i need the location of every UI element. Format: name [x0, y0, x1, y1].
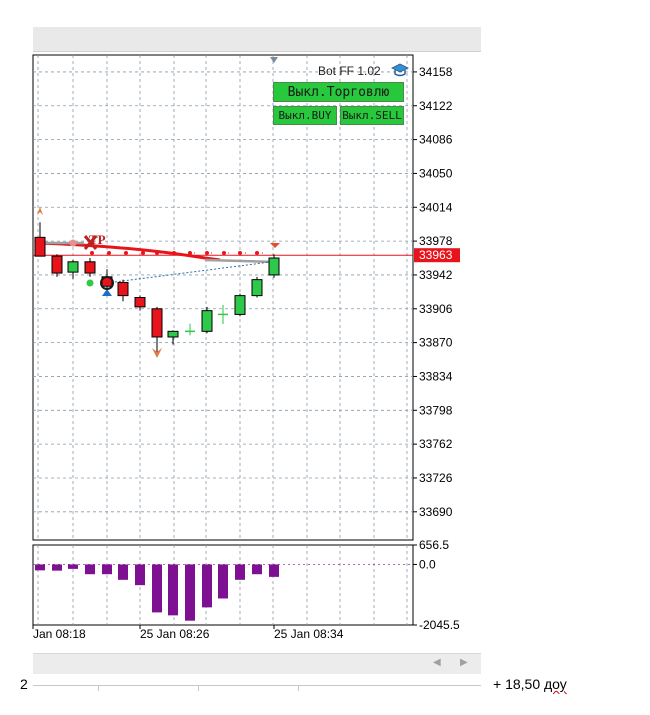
candle-body: [167, 330, 179, 338]
exit-level-line: [204, 258, 277, 264]
y-axis-tick-label: 33726: [419, 471, 453, 485]
x-axis-tick-label: Jan 08:18: [33, 627, 86, 641]
y-axis-tick-label: 33798: [419, 403, 453, 417]
tp-level-dot: [155, 251, 159, 255]
y-axis-tick-label: 33762: [419, 437, 453, 451]
trade-connector-line: [106, 261, 271, 284]
y-axis-tick-label: 33870: [419, 336, 453, 350]
tp-level-dot: [172, 251, 176, 255]
histogram-bar: [202, 564, 212, 608]
sell-arrow-marker: [37, 207, 43, 215]
candle-body: [268, 257, 280, 276]
tp-level-dot: [238, 251, 242, 255]
histogram-bar: [68, 564, 78, 569]
candle-body: [134, 297, 146, 308]
candle-body: [201, 310, 213, 332]
x-axis-tick-label: 25 Jan 08:34: [274, 627, 344, 641]
histogram-bar: [85, 564, 95, 575]
y-axis-tick-label: 33690: [419, 505, 453, 519]
histogram-bar: [35, 564, 45, 571]
histogram-bar: [52, 564, 62, 571]
y-axis-tick-label: 33906: [419, 302, 453, 316]
tp-level-dot: [188, 251, 192, 255]
candle-body: [84, 261, 96, 274]
histogram-bar: [218, 564, 228, 599]
sell-arrow-marker: [152, 348, 162, 358]
histogram-bar: [252, 564, 262, 575]
histogram-bar: [135, 564, 145, 586]
chart-horizontal-scrollbar[interactable]: ◀ ▶: [33, 653, 481, 674]
toggle-sell-button[interactable]: Выкл.SELL: [340, 106, 404, 125]
tp-label: TP: [89, 232, 106, 247]
y-axis-tick-label: 33978: [419, 234, 453, 248]
scroll-right-icon[interactable]: ▶: [460, 657, 468, 668]
position-circle-marker: [100, 276, 114, 290]
histogram-bar: [185, 564, 195, 621]
candle-body: [151, 308, 163, 338]
histogram-bar: [269, 564, 279, 577]
current-price-label: 33963: [419, 248, 453, 262]
tp-level-dot: [124, 251, 128, 255]
footer-right-text: + 18,50 доу: [493, 676, 567, 692]
tp-level-dot: [255, 251, 259, 255]
tp-cross-marker: [83, 235, 98, 250]
footer-unit: доу: [544, 676, 567, 692]
histogram-y-tick-label: -2045.5: [419, 618, 460, 632]
y-axis-tick-label: 33942: [419, 268, 453, 282]
chart-window-titlebar: [33, 27, 481, 52]
histogram-bar: [168, 564, 178, 616]
tp-level-dot: [90, 251, 94, 255]
x-axis-tick-label: 25 Jan 08:26: [140, 627, 210, 641]
y-axis-tick-label: 34086: [419, 133, 453, 147]
footer-left-text: 2: [20, 676, 28, 692]
y-axis-tick-label: 34122: [419, 99, 453, 113]
histogram-bar: [102, 564, 112, 575]
histogram-bar: [118, 564, 128, 580]
candle-body: [51, 255, 63, 274]
y-axis-tick-label: 34158: [419, 65, 453, 79]
footer-tick: [98, 685, 99, 691]
candle-body: [34, 236, 46, 257]
y-axis-tick-label: 34050: [419, 166, 453, 180]
histogram-y-tick-label: 656.5: [419, 538, 449, 552]
scroll-left-icon[interactable]: ◀: [433, 657, 441, 668]
footer-tick: [298, 685, 299, 691]
current-price-tag: [414, 248, 460, 263]
stop-dot-marker: [69, 239, 77, 247]
y-axis-tick-label: 33834: [419, 369, 453, 383]
position-dot-marker: [104, 278, 110, 284]
candle-body: [251, 279, 263, 297]
tp-level-dot: [141, 251, 145, 255]
buy-arrow-marker: [102, 289, 112, 296]
histogram-y-tick-label: 0.0: [419, 557, 436, 571]
tp-level-dot: [205, 251, 209, 255]
footer-value: + 18,50: [493, 676, 541, 692]
histogram-bar: [152, 564, 162, 613]
bot-name-label: Bot FF 1.02: [318, 64, 381, 78]
entry-dot-marker: [86, 279, 94, 287]
chart-shift-marker: [270, 57, 278, 63]
price-plot-frame: [32, 54, 414, 541]
footer-tick: [198, 685, 199, 691]
close-arrow-marker: [270, 243, 280, 248]
candle-body: [67, 261, 79, 273]
graduation-cap-icon[interactable]: [391, 63, 409, 77]
histogram-bar: [235, 564, 245, 580]
tp-level-dot: [222, 251, 226, 255]
candle-body: [117, 281, 129, 297]
toggle-trading-button[interactable]: Выкл.Торговлю: [273, 82, 404, 102]
y-axis-tick-label: 34014: [419, 200, 453, 214]
toggle-buy-button[interactable]: Выкл.BUY: [273, 106, 337, 125]
footer-divider: [33, 685, 481, 686]
tp-level-dot: [107, 251, 111, 255]
candle-body: [234, 295, 246, 315]
